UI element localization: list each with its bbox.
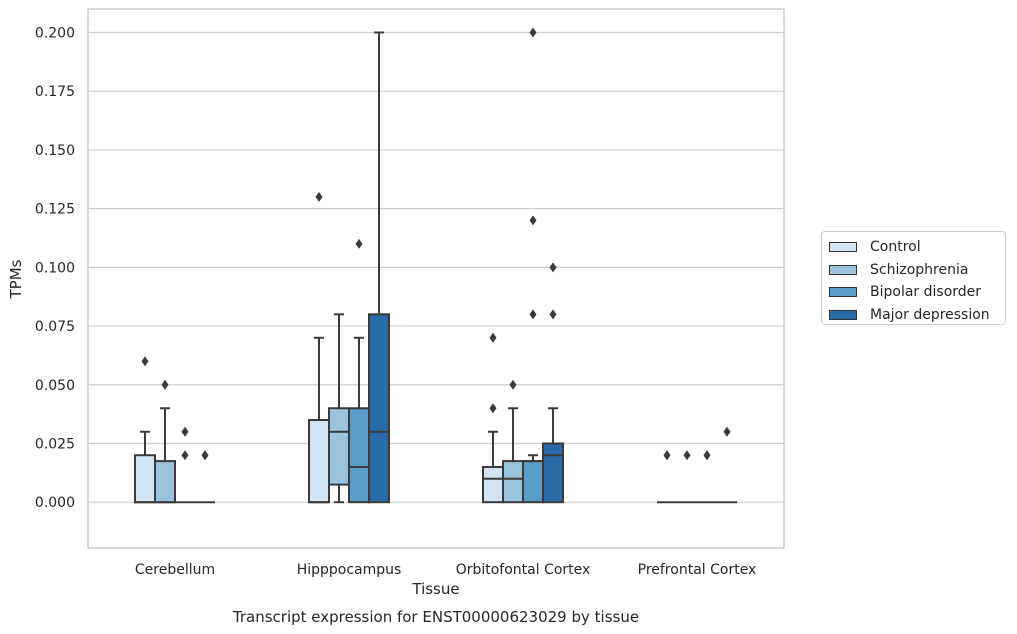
box-1-2 — [502, 379, 524, 504]
legend-item-bipolar-disorder: Bipolar disorder — [829, 281, 1005, 304]
outlier-point — [683, 450, 691, 461]
x-tick-label: Hipppocampus — [297, 562, 402, 578]
outlier-point — [509, 379, 517, 390]
y-tick-label: 0.125 — [35, 202, 75, 218]
gridlines — [88, 31, 784, 503]
box-0-1 — [308, 191, 330, 504]
x-tick-label: Orbitofontal Cortex — [456, 562, 591, 578]
box-iqr — [542, 442, 564, 504]
legend-label: Bipolar disorder — [870, 284, 982, 301]
outlier-point — [201, 450, 209, 461]
outlier-point — [529, 215, 537, 226]
box-3-1 — [368, 31, 390, 504]
outlier-point — [315, 191, 323, 202]
box-2-1 — [348, 238, 370, 504]
y-tick-labels: 0.000 0.025 0.050 0.075 0.100 0.125 0.150 0.175… — [35, 25, 75, 511]
outlier-point — [161, 379, 169, 390]
box-2-0 — [175, 426, 195, 504]
y-tick-label: 0.000 — [35, 495, 75, 511]
box-3-2 — [542, 262, 564, 504]
box-3-3 — [717, 426, 737, 504]
legend-item-control: Control — [829, 236, 1005, 259]
y-tick-label: 0.075 — [35, 319, 75, 335]
legend-item-schizophrenia: Schizophrenia — [829, 259, 1005, 282]
box-iqr — [482, 465, 504, 504]
box-iqr — [348, 407, 370, 504]
box-iqr — [368, 313, 390, 504]
outlier-point — [489, 403, 497, 414]
box-series — [134, 27, 737, 504]
legend-label: Schizophrenia — [870, 261, 969, 278]
box-iqr — [522, 460, 544, 504]
legend-swatch — [829, 287, 857, 298]
outlier-point — [549, 262, 557, 273]
outlier-point — [489, 332, 497, 343]
box-2-3 — [697, 450, 717, 504]
outlier-point — [703, 450, 711, 461]
outlier-point — [181, 450, 189, 461]
x-tick-labels: Cerebellum Hipppocampus Orbitofontal Corte… — [135, 562, 756, 578]
legend-swatch — [829, 264, 857, 275]
legend-item-major-depression: Major depression — [829, 304, 1005, 327]
box-iqr — [328, 407, 350, 486]
legend-swatch — [829, 309, 857, 320]
legend-label: Control — [870, 239, 921, 256]
box-2-2 — [522, 27, 544, 504]
y-tick-label: 0.175 — [35, 84, 75, 100]
outlier-point — [355, 238, 363, 249]
box-0-0 — [134, 356, 156, 504]
outlier-point — [181, 426, 189, 437]
outlier-point — [549, 309, 557, 320]
box-1-1 — [328, 313, 350, 504]
box-iqr — [308, 419, 330, 504]
box-1-3 — [677, 450, 697, 504]
box-0-3 — [657, 450, 677, 504]
x-axis-label: Tissue — [411, 580, 459, 598]
x-tick-label: Cerebellum — [135, 562, 215, 578]
chart-title: Transcript expression for ENST0000062302… — [232, 608, 639, 626]
box-iqr — [134, 454, 156, 504]
outlier-point — [141, 356, 149, 367]
y-tick-label: 0.200 — [35, 25, 75, 41]
y-tick-label: 0.150 — [35, 143, 75, 159]
legend-swatch — [829, 242, 857, 253]
box-0-2 — [482, 332, 504, 504]
box-1-0 — [154, 379, 176, 504]
y-tick-label: 0.050 — [35, 378, 75, 394]
y-axis-label: TPMs — [7, 259, 25, 299]
box-3-0 — [195, 450, 215, 504]
outlier-point — [723, 426, 731, 437]
box-iqr — [154, 460, 176, 504]
plot-frame — [87, 8, 785, 549]
y-tick-label: 0.025 — [35, 436, 75, 452]
y-tick-label: 0.100 — [35, 260, 75, 276]
legend-label: Major depression — [870, 306, 990, 323]
legend: Control Schizophrenia Bipolar disorder M… — [821, 231, 1006, 325]
outlier-point — [529, 309, 537, 320]
outlier-point — [529, 27, 537, 38]
outlier-point — [663, 450, 671, 461]
box-iqr — [502, 460, 524, 504]
x-tick-label: Prefrontal Cortex — [638, 562, 757, 578]
